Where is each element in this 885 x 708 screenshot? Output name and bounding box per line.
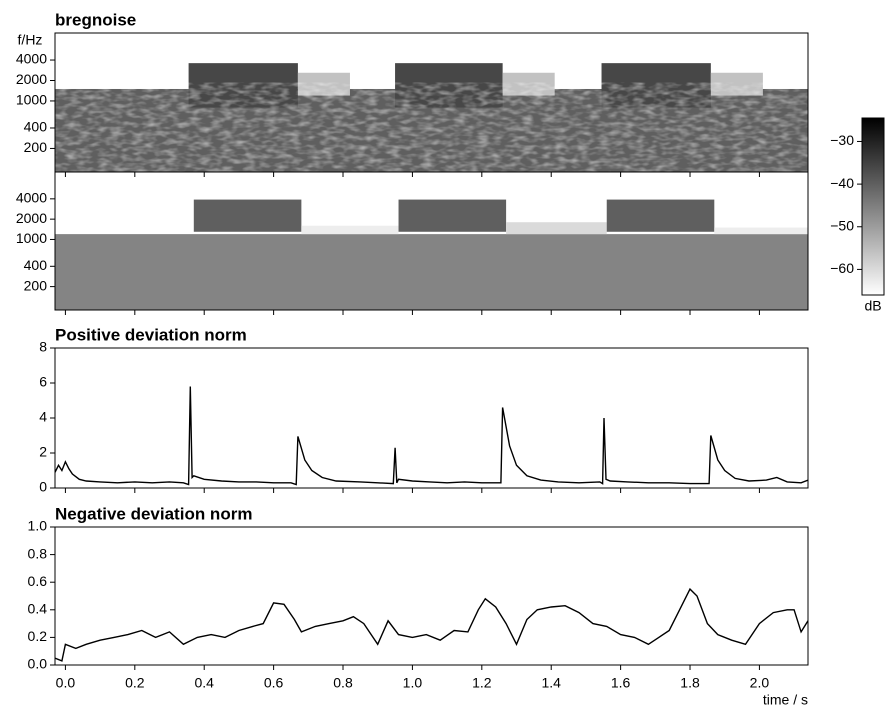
line <box>55 386 808 486</box>
spectro-region <box>606 199 715 232</box>
x-tick-label: 0.2 <box>125 675 145 691</box>
y-tick-label: 0 <box>39 479 47 495</box>
colorbar-tick-label: −40 <box>830 175 854 191</box>
spectro-region <box>55 234 808 310</box>
y-tick-label: 200 <box>24 139 48 155</box>
panel-title: Negative deviation norm <box>55 504 252 523</box>
x-tick-label: 0.8 <box>333 675 353 691</box>
spectro-region <box>193 199 302 232</box>
x-tick-label: 1.4 <box>541 675 561 691</box>
colorbar-tick-label: −50 <box>830 217 854 233</box>
panel-frame <box>54 171 809 311</box>
x-tick-label: 1.2 <box>472 675 492 691</box>
y-tick-label: 1.0 <box>28 518 48 534</box>
y-tick-label: 6 <box>39 374 47 390</box>
spectro-region <box>714 227 808 235</box>
spectro-region <box>506 222 607 235</box>
y-tick-label: 200 <box>24 277 48 293</box>
spectro-region <box>301 225 399 235</box>
y-tick-label: 400 <box>24 119 48 135</box>
x-tick-label: 1.8 <box>680 675 700 691</box>
y-tick-label: 0.8 <box>28 545 48 561</box>
colorbar-tick-label: −30 <box>830 132 854 148</box>
plot-area <box>55 63 808 172</box>
y-tick-label: 0.4 <box>28 601 48 617</box>
y-tick-label: 0.6 <box>28 573 48 589</box>
spectro-region <box>398 199 507 232</box>
plot-area <box>55 587 808 662</box>
y-tick-label: 0.2 <box>28 628 48 644</box>
x-tick-label: 1.0 <box>403 675 423 691</box>
y-tick-label: 0.0 <box>28 656 48 672</box>
noise-texture <box>55 82 808 172</box>
panel-title: bregnoise <box>55 10 136 29</box>
y-tick-label: 8 <box>39 339 47 355</box>
x-tick-label: 0.0 <box>56 675 76 691</box>
y-tick-label: 4000 <box>16 51 47 67</box>
plot-area <box>55 199 808 310</box>
y-tick-label: 2000 <box>16 71 47 87</box>
panel-frame <box>54 347 809 489</box>
y-axis-label: f/Hz <box>18 32 43 48</box>
y-tick-label: 2 <box>39 444 47 460</box>
x-axis-label: time / s <box>763 692 808 708</box>
colorbar-tick-label: −60 <box>830 260 854 276</box>
x-tick-label: 0.4 <box>194 675 214 691</box>
colorbar <box>861 117 885 296</box>
y-tick-label: 1000 <box>16 230 47 246</box>
y-tick-label: 4 <box>39 409 47 425</box>
panel-title: Positive deviation norm <box>55 325 247 344</box>
x-tick-label: 0.6 <box>264 675 284 691</box>
x-tick-label: 2.0 <box>750 675 770 691</box>
y-tick-label: 400 <box>24 257 48 273</box>
y-tick-label: 2000 <box>16 210 47 226</box>
x-tick-label: 1.6 <box>611 675 631 691</box>
y-tick-label: 4000 <box>16 190 47 206</box>
panel-frame <box>54 526 809 666</box>
colorbar-label: dB <box>864 298 881 314</box>
line <box>55 587 808 662</box>
y-tick-label: 1000 <box>16 92 47 108</box>
plot-area <box>55 386 808 486</box>
